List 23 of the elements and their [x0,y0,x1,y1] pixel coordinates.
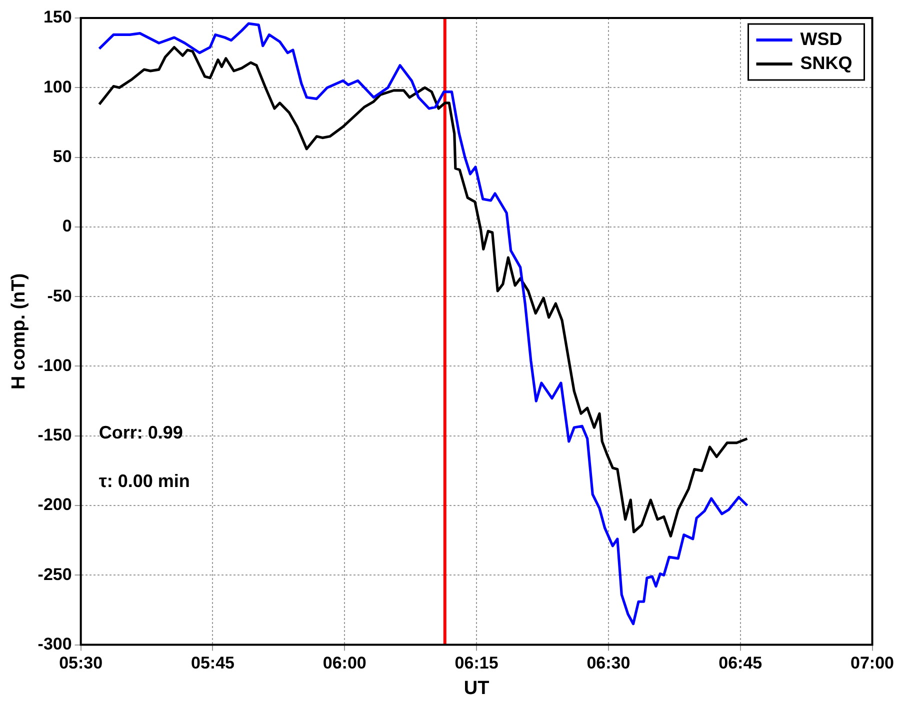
y-axis-title: H comp. (nT) [8,273,30,390]
x-tick-label: 06:45 [718,654,762,673]
y-tick-label: -250 [38,564,72,584]
annotation: τ: 0.00 min [98,470,190,491]
x-tick-label: 06:15 [454,654,498,673]
x-axis-title: UT [464,678,490,699]
y-tick-label: 0 [62,216,72,236]
legend-label: SNKQ [800,52,852,73]
x-tick-label: 07:00 [850,654,894,673]
x-tick-label: 05:45 [190,654,234,673]
y-tick-label: -100 [38,356,72,375]
annotation: Corr: 0.99 [98,422,183,443]
x-tick-label: 06:30 [586,654,630,673]
x-tick-label: 05:30 [59,654,103,673]
y-tick-label: -150 [38,426,72,445]
y-tick-label: 150 [43,8,72,27]
x-tick-label: 06:00 [322,654,366,673]
legend-label: WSD [800,28,842,49]
y-tick-label: 100 [43,77,72,96]
y-tick-label: 50 [52,146,72,166]
y-tick-label: -50 [47,286,72,306]
y-tick-label: -300 [38,634,72,654]
y-tick-label: -200 [38,495,72,514]
